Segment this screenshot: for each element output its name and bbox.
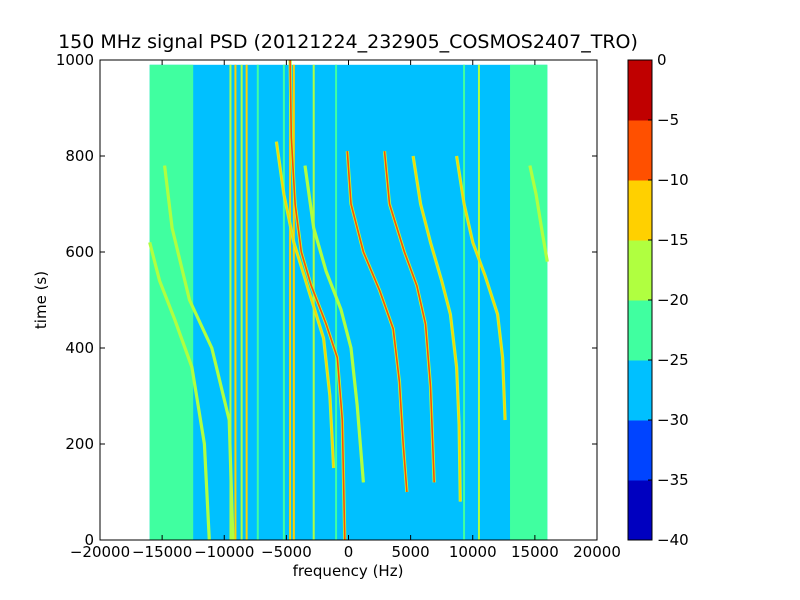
colorbar-segment — [628, 180, 652, 241]
x-tick-label: −20000 — [70, 543, 130, 561]
heatmap-layer — [148, 60, 549, 540]
colorbar-segment — [628, 240, 652, 301]
y-axis: 0 200 400 600 800 1000 — [56, 51, 597, 549]
colorbar: −40 −35 −30 −25 −20 −15 −10 −5 0 — [627, 51, 689, 549]
y-tick-label: 0 — [84, 531, 94, 549]
colorbar-segment — [628, 420, 652, 481]
x-tick-label: 5000 — [392, 543, 430, 561]
y-tick-label: 800 — [65, 147, 94, 165]
x-axis: −20000 −15000 −10000 −5000 0 5000 10000 15000 20… — [70, 60, 621, 561]
x-tick-label: 0 — [344, 543, 354, 561]
colorbar-tick-label: −20 — [657, 291, 689, 309]
colorbar-tick-label: 0 — [657, 51, 667, 69]
x-tick-label: 20000 — [573, 543, 621, 561]
signal-track — [163, 165, 234, 540]
heatmap-edge-band-right — [510, 64, 548, 540]
colorbar-tick-label: −10 — [657, 171, 689, 189]
colorbar-tick-label: −35 — [657, 471, 689, 489]
colorbar-segment — [628, 60, 652, 121]
chart-title: 150 MHz signal PSD (20121224_232905_COSM… — [58, 31, 638, 53]
x-tick-label: −15000 — [132, 543, 192, 561]
y-tick-label: 600 — [65, 243, 94, 261]
x-axis-title: frequency (Hz) — [293, 562, 404, 580]
signal-track — [346, 151, 408, 493]
colorbar-segment — [628, 300, 652, 361]
colorbar-tick-label: −15 — [657, 231, 689, 249]
signal-track — [383, 151, 435, 483]
colorbar-tick-label: −40 — [657, 531, 689, 549]
x-tick-label: 10000 — [449, 543, 497, 561]
signal-track — [289, 60, 346, 540]
y-tick-label: 400 — [65, 339, 94, 357]
y-tick-label: 1000 — [56, 51, 94, 69]
colorbar-tick-label: −25 — [657, 351, 689, 369]
colorbar-tick-label: −30 — [657, 411, 689, 429]
colorbar-segment — [628, 120, 652, 181]
signal-track — [529, 165, 549, 262]
x-tick-label: −10000 — [194, 543, 254, 561]
y-axis-title: time (s) — [32, 271, 50, 329]
colorbar-segment — [628, 360, 652, 421]
colorbar-segment — [628, 480, 652, 541]
x-tick-label: −5000 — [261, 543, 312, 561]
colorbar-tick-label: −5 — [657, 111, 679, 129]
signal-track — [412, 155, 462, 502]
signal-track — [148, 242, 211, 540]
signal-track — [455, 155, 506, 421]
x-tick-label: 15000 — [511, 543, 559, 561]
heatmap-background — [149, 64, 548, 540]
signal-track — [275, 141, 335, 469]
heatmap-edge-band-left — [149, 64, 194, 540]
y-tick-label: 200 — [65, 435, 94, 453]
signal-track — [304, 165, 365, 483]
